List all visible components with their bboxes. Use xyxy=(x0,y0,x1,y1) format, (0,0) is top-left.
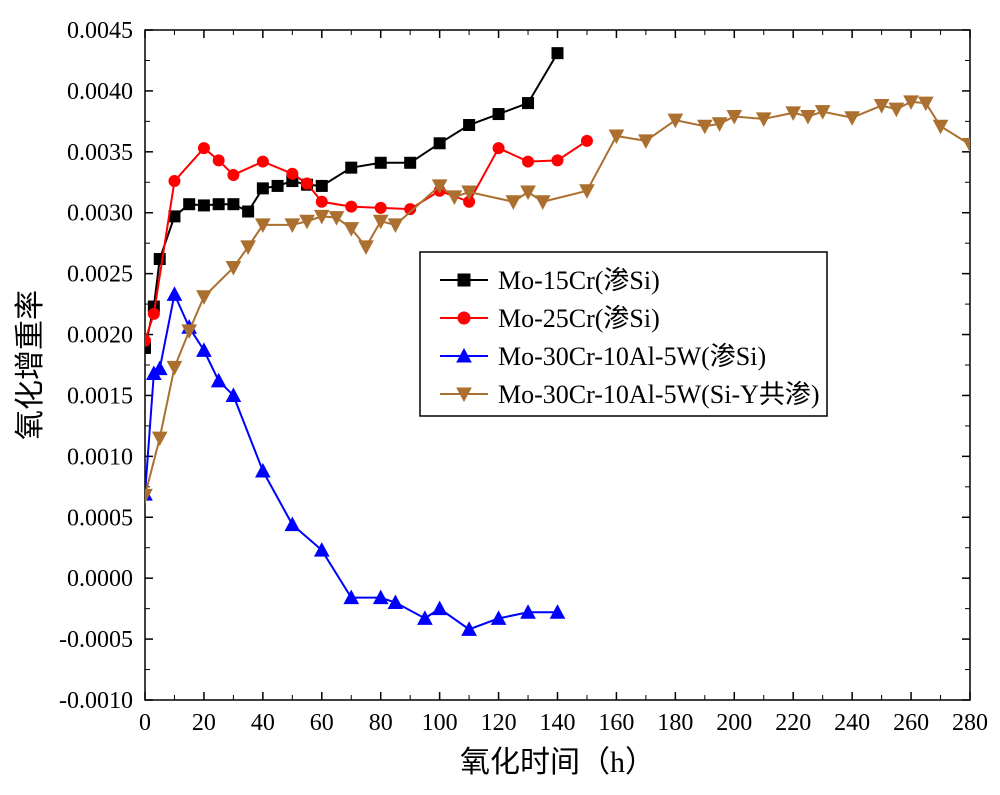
svg-text:220: 220 xyxy=(775,710,811,736)
svg-text:0.0010: 0.0010 xyxy=(67,444,133,470)
svg-text:Mo-30Cr-10Al-5W(Si-Y共渗): Mo-30Cr-10Al-5W(Si-Y共渗) xyxy=(498,380,820,409)
svg-text:0.0005: 0.0005 xyxy=(67,505,133,531)
svg-text:0.0040: 0.0040 xyxy=(67,79,133,105)
svg-text:Mo-15Cr(渗Si): Mo-15Cr(渗Si) xyxy=(498,266,660,295)
svg-text:氧化时间（h）: 氧化时间（h） xyxy=(460,746,655,779)
svg-text:Mo-25Cr(渗Si): Mo-25Cr(渗Si) xyxy=(498,304,660,333)
svg-text:140: 140 xyxy=(540,710,576,736)
svg-text:260: 260 xyxy=(893,710,929,736)
svg-text:-0.0010: -0.0010 xyxy=(59,688,133,714)
chart-container: 0 20 40 60 80 100 120 140 160 180 200 220 240 260 280 氧… xyxy=(0,0,1000,795)
svg-text:0.0025: 0.0025 xyxy=(67,262,133,288)
svg-text:80: 80 xyxy=(369,710,393,736)
svg-text:0.0015: 0.0015 xyxy=(67,383,133,409)
svg-text:40: 40 xyxy=(251,710,275,736)
svg-text:0.0000: 0.0000 xyxy=(67,566,133,592)
svg-text:60: 60 xyxy=(310,710,334,736)
svg-text:280: 280 xyxy=(952,710,988,736)
svg-text:240: 240 xyxy=(834,710,870,736)
svg-text:200: 200 xyxy=(716,710,752,736)
svg-text:100: 100 xyxy=(422,710,458,736)
svg-text:0.0030: 0.0030 xyxy=(67,201,133,227)
svg-text:160: 160 xyxy=(598,710,634,736)
svg-text:0.0020: 0.0020 xyxy=(67,323,133,349)
svg-text:0: 0 xyxy=(139,710,151,736)
svg-text:-0.0005: -0.0005 xyxy=(59,627,133,653)
oxidation-chart: 0 20 40 60 80 100 120 140 160 180 200 220 240 260 280 氧… xyxy=(0,0,1000,795)
svg-text:20: 20 xyxy=(192,710,216,736)
svg-text:0.0035: 0.0035 xyxy=(67,140,133,166)
svg-text:180: 180 xyxy=(657,710,693,736)
svg-text:120: 120 xyxy=(481,710,517,736)
svg-text:氧化增重率: 氧化增重率 xyxy=(14,290,47,440)
svg-text:Mo-30Cr-10Al-5W(渗Si): Mo-30Cr-10Al-5W(渗Si) xyxy=(498,342,766,371)
svg-text:0.0045: 0.0045 xyxy=(67,18,133,44)
